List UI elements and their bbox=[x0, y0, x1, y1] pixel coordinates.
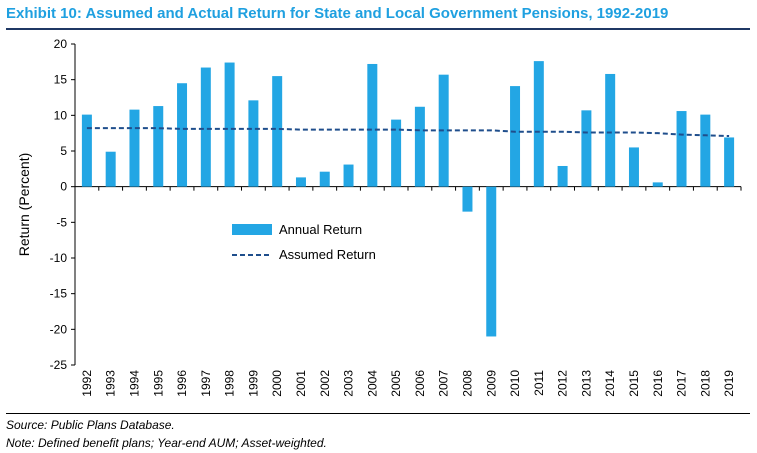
x-tick-label: 2002 bbox=[318, 370, 332, 397]
y-axis-title: Return (Percent) bbox=[16, 153, 32, 256]
annual-return-bar bbox=[486, 186, 497, 337]
source-note: Source: Public Plans Database. bbox=[6, 418, 175, 432]
y-tick-label: -25 bbox=[50, 358, 68, 372]
annual-return-bar bbox=[700, 114, 711, 187]
x-tick-label: 2017 bbox=[675, 370, 689, 397]
annual-return-bar bbox=[200, 67, 211, 187]
y-tick-label: 10 bbox=[54, 108, 68, 122]
y-tick-label: -20 bbox=[50, 322, 68, 336]
legend-swatch-annual bbox=[232, 224, 272, 235]
annual-return-bar bbox=[129, 109, 140, 187]
x-tick-label: 1993 bbox=[104, 370, 118, 397]
x-tick-label: 1992 bbox=[80, 370, 94, 397]
annual-return-bar bbox=[177, 83, 188, 187]
x-tick-label: 2008 bbox=[460, 370, 474, 397]
x-tick-label: 2009 bbox=[484, 370, 498, 397]
annual-return-bar bbox=[462, 186, 473, 212]
annual-return-bar bbox=[224, 62, 235, 187]
annual-return-bar bbox=[676, 111, 687, 187]
x-tick-label: 2005 bbox=[389, 370, 403, 397]
x-tick-label: 2007 bbox=[437, 370, 451, 397]
annual-return-bar bbox=[248, 100, 259, 187]
y-tick-label: 20 bbox=[54, 37, 68, 51]
annual-return-bar bbox=[319, 171, 330, 187]
x-tick-label: 1995 bbox=[151, 370, 165, 397]
annual-return-bar bbox=[81, 114, 92, 187]
x-tick-label: 2012 bbox=[556, 370, 570, 397]
x-tick-label: 2001 bbox=[294, 370, 308, 397]
annual-return-bar bbox=[628, 147, 639, 187]
legend: Annual Return Assumed Return bbox=[232, 222, 376, 262]
y-tick-label: -10 bbox=[50, 251, 68, 265]
x-tick-label: 2000 bbox=[270, 370, 284, 397]
x-tick-label: 2018 bbox=[698, 370, 712, 397]
annual-return-bar bbox=[414, 106, 425, 187]
annual-return-bar bbox=[343, 164, 354, 187]
annual-return-bar bbox=[295, 177, 306, 187]
annual-return-bar bbox=[391, 119, 402, 187]
method-note: Note: Defined benefit plans; Year-end AU… bbox=[6, 436, 327, 450]
y-tick-label: -15 bbox=[50, 287, 68, 301]
x-tick-label: 2019 bbox=[722, 370, 736, 397]
assumed-return-line-group bbox=[86, 127, 730, 138]
y-axis: -25 -20 -15 -10 -5 0 5 10 15 20 bbox=[50, 37, 76, 372]
annual-return-bars bbox=[81, 61, 735, 337]
annual-return-bar bbox=[581, 110, 592, 187]
x-tick-label: 2013 bbox=[579, 370, 593, 397]
x-tick-label: 2006 bbox=[413, 370, 427, 397]
chart-title: Exhibit 10: Assumed and Actual Return fo… bbox=[6, 5, 669, 22]
x-axis: 1992 1993 1994 1995 1996 1997 1998 1999 2000 2001… bbox=[74, 186, 742, 397]
y-tick-label: -5 bbox=[56, 215, 67, 229]
x-tick-label: 2010 bbox=[508, 370, 522, 397]
annual-return-bar bbox=[272, 76, 283, 187]
legend-label-annual: Annual Return bbox=[279, 222, 362, 237]
x-tick-label: 2004 bbox=[365, 370, 379, 397]
annual-return-bar bbox=[533, 61, 544, 187]
footnote-rule bbox=[6, 413, 750, 414]
x-tick-label: 1997 bbox=[199, 370, 213, 397]
annual-return-bar bbox=[105, 151, 116, 187]
annual-return-bar bbox=[367, 63, 378, 187]
annual-return-bar bbox=[557, 165, 568, 187]
x-tick-label: 1996 bbox=[175, 370, 189, 397]
annual-return-bar bbox=[652, 182, 663, 187]
annual-return-bar bbox=[724, 137, 735, 187]
y-tick-label: 15 bbox=[54, 73, 68, 87]
legend-label-assumed: Assumed Return bbox=[279, 247, 376, 262]
x-tick-label: 2011 bbox=[532, 370, 546, 396]
x-tick-label: 1999 bbox=[246, 370, 260, 397]
assumed-return-line bbox=[86, 127, 730, 138]
annual-return-bar bbox=[153, 106, 164, 187]
y-tick-label: 0 bbox=[60, 180, 67, 194]
y-tick-label: 5 bbox=[60, 144, 67, 158]
annual-return-bar bbox=[510, 86, 521, 187]
title-rule bbox=[6, 28, 750, 30]
annual-return-bar bbox=[605, 73, 616, 187]
x-tick-label: 2003 bbox=[342, 370, 356, 397]
x-tick-label: 2016 bbox=[651, 370, 665, 397]
x-tick-label: 2015 bbox=[627, 370, 641, 397]
x-tick-label: 2014 bbox=[603, 370, 617, 397]
x-tick-label: 1994 bbox=[127, 370, 141, 397]
x-tick-label: 1998 bbox=[223, 370, 237, 397]
